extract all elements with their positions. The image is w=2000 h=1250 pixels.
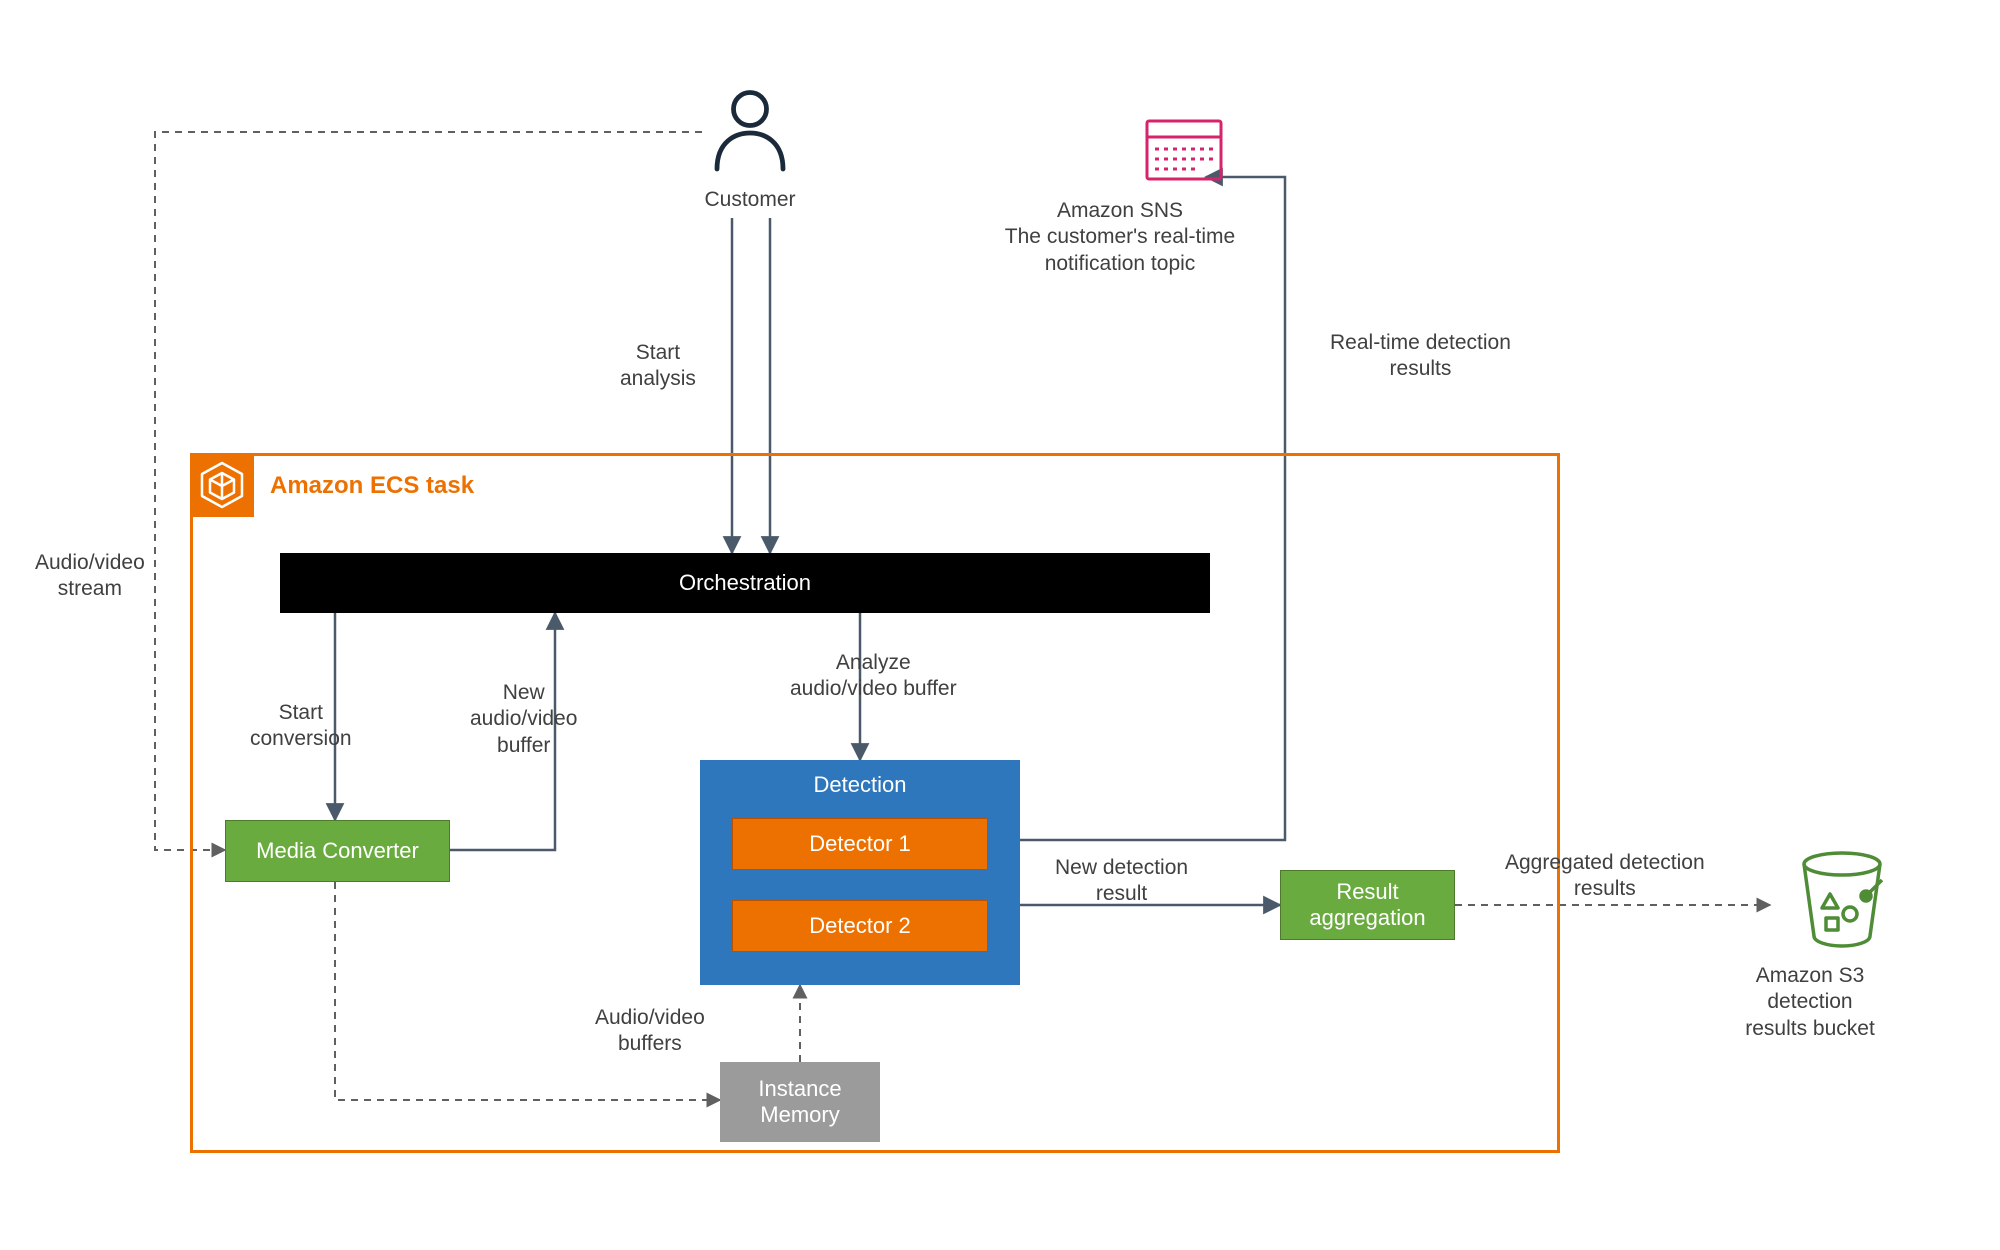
sns-icon: Amazon SNS The customer's real-time noti… bbox=[950, 115, 1290, 277]
detector-1-node: Detector 1 bbox=[732, 818, 988, 870]
label-new-detection: New detection result bbox=[1055, 855, 1188, 908]
label-start-conversion: Start conversion bbox=[250, 700, 352, 753]
ecs-icon bbox=[190, 453, 254, 517]
media-converter-node: Media Converter bbox=[225, 820, 450, 882]
ecs-task-title: Amazon ECS task bbox=[270, 471, 474, 501]
media-converter-label: Media Converter bbox=[256, 838, 419, 864]
diagram-stage: Amazon ECS task Orchestration Media Conv… bbox=[0, 0, 2000, 1250]
result-aggregation-node: Result aggregation bbox=[1280, 870, 1455, 940]
detector-2-label: Detector 2 bbox=[809, 913, 911, 939]
label-realtime-results: Real-time detection results bbox=[1330, 330, 1511, 383]
label-audio-stream: Audio/video stream bbox=[35, 550, 145, 603]
instance-memory-node: Instance Memory bbox=[720, 1062, 880, 1142]
orchestration-label: Orchestration bbox=[679, 570, 811, 596]
label-aggregated-results: Aggregated detection results bbox=[1505, 850, 1705, 903]
s3-label: Amazon S3 detection results bucket bbox=[1700, 963, 1920, 1042]
instance-memory-label: Instance Memory bbox=[720, 1076, 880, 1128]
s3-bucket-icon: Amazon S3 detection results bucket bbox=[1700, 850, 1920, 1042]
detector-1-label: Detector 1 bbox=[809, 831, 911, 857]
customer-icon: Customer bbox=[702, 82, 798, 213]
detector-2-node: Detector 2 bbox=[732, 900, 988, 952]
label-audio-buffers: Audio/video buffers bbox=[595, 1005, 705, 1058]
customer-label: Customer bbox=[702, 187, 798, 213]
label-start-analysis: Start analysis bbox=[620, 340, 696, 393]
result-aggregation-label: Result aggregation bbox=[1281, 879, 1454, 931]
label-new-buffer: New audio/video buffer bbox=[470, 680, 577, 759]
sns-label: Amazon SNS The customer's real-time noti… bbox=[950, 198, 1290, 277]
label-analyze-buffer: Analyze audio/video buffer bbox=[790, 650, 957, 703]
orchestration-node: Orchestration bbox=[280, 553, 1210, 613]
detection-label: Detection bbox=[814, 772, 907, 798]
